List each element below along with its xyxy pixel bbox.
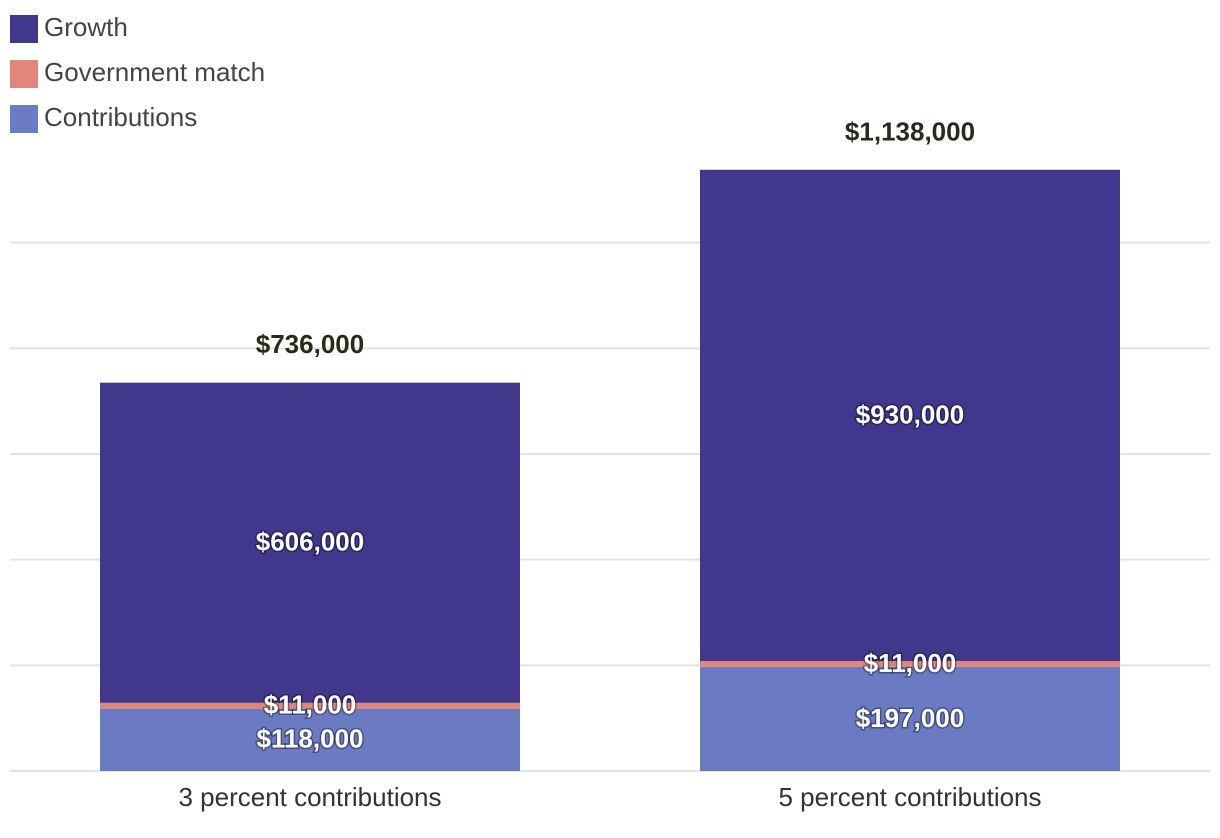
total-label: $736,000 [256,329,364,359]
legend-label: Government match [44,57,265,87]
legend-swatch [10,105,38,133]
segment-label: $11,000 [864,648,957,678]
bar-segment [100,708,520,771]
bar-segment [100,702,520,709]
bar-segment [700,661,1120,667]
segment-label: $118,000 [256,724,363,754]
segment-label: $606,000 [256,527,364,557]
legend-label: Growth [44,12,128,42]
bar-segment [100,382,520,703]
segment-label: $11,000 [264,690,357,720]
segment-label: $930,000 [856,399,964,429]
bar-segment [700,169,1120,662]
x-tick-label: 5 percent contributions [778,782,1041,812]
bar-segment [700,666,1120,771]
total-label: $1,138,000 [845,117,975,147]
x-tick-label: 3 percent contributions [178,782,441,812]
legend-label: Contributions [44,102,197,132]
legend-swatch [10,60,38,88]
segment-label: $197,000 [856,703,964,733]
legend-swatch [10,15,38,43]
